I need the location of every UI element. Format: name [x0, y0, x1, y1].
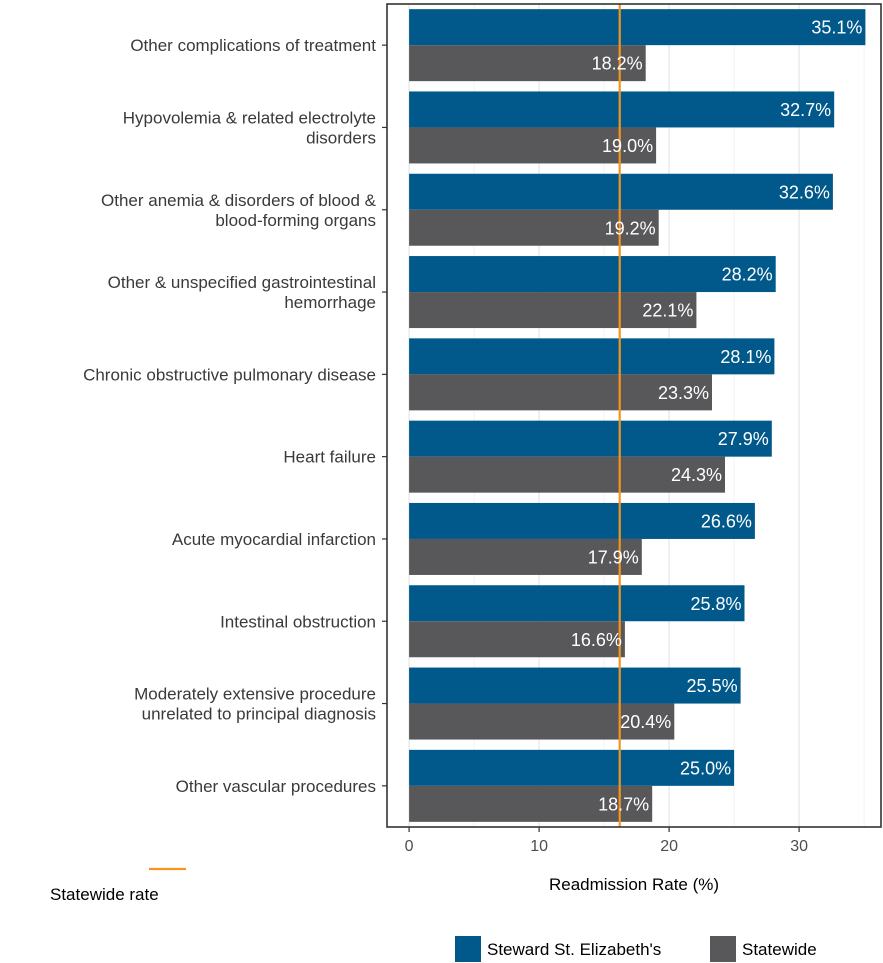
- bar-hospital: [409, 502, 755, 539]
- data-label: 23.3%: [658, 383, 709, 403]
- category-label: disorders: [306, 128, 376, 147]
- category-label: Intestinal obstruction: [220, 612, 376, 631]
- bar-statewide: [409, 538, 642, 575]
- legend-swatch: [710, 936, 736, 962]
- data-label: 16.6%: [571, 630, 622, 650]
- data-label: 25.0%: [680, 758, 731, 778]
- bar-statewide: [409, 374, 712, 411]
- bar-hospital: [409, 173, 833, 210]
- reference-legend-label: Statewide rate: [50, 885, 159, 904]
- bar-statewide: [409, 703, 675, 740]
- bar-hospital: [409, 667, 741, 704]
- bar-statewide: [409, 621, 625, 658]
- legend: Steward St. Elizabeth's Statewide: [455, 936, 817, 962]
- category-label: Chronic obstructive pulmonary disease: [83, 365, 376, 384]
- x-axis-title: Readmission Rate (%): [549, 875, 719, 894]
- data-label: 17.9%: [588, 547, 639, 567]
- bars: [409, 9, 866, 822]
- legend-label: Statewide: [742, 940, 817, 959]
- category-label: Moderately extensive procedure: [134, 685, 376, 704]
- bar-hospital: [409, 338, 775, 375]
- category-label: unrelated to principal diagnosis: [142, 705, 376, 724]
- category-label: Acute myocardial infarction: [172, 530, 376, 549]
- bar-hospital: [409, 256, 776, 293]
- legend-swatch: [455, 936, 481, 962]
- category-label: hemorrhage: [284, 293, 376, 312]
- category-label: Other anemia & disorders of blood &: [101, 191, 377, 210]
- category-label: Other complications of treatment: [130, 36, 376, 55]
- data-label: 32.7%: [780, 100, 831, 120]
- bar-hospital: [409, 585, 745, 622]
- bar-statewide: [409, 456, 725, 493]
- x-tick-label: 10: [530, 838, 548, 855]
- data-label: 28.2%: [722, 265, 773, 285]
- legend-label: Steward St. Elizabeth's: [487, 940, 661, 959]
- category-label: Hypovolemia & related electrolyte: [123, 108, 376, 127]
- bar-hospital: [409, 9, 866, 46]
- category-label: Other vascular procedures: [176, 777, 376, 796]
- data-label: 18.2%: [592, 54, 643, 74]
- data-label: 22.1%: [642, 301, 693, 321]
- data-label: 26.6%: [701, 511, 752, 531]
- x-axis-ticks: 0 10 20 30: [405, 827, 808, 855]
- data-label: 19.2%: [605, 218, 656, 238]
- data-label: 25.8%: [690, 594, 741, 614]
- x-tick-label: 0: [405, 838, 414, 855]
- data-label: 35.1%: [811, 18, 862, 38]
- x-tick-label: 30: [790, 838, 808, 855]
- data-label: 19.0%: [602, 136, 653, 156]
- bar-hospital: [409, 91, 835, 128]
- x-tick-label: 20: [660, 838, 678, 855]
- panel-border: [386, 3, 882, 828]
- data-label: 20.4%: [620, 712, 671, 732]
- bar-statewide: [409, 45, 646, 82]
- data-label: 24.3%: [671, 465, 722, 485]
- data-label: 27.9%: [718, 429, 769, 449]
- axes: [382, 3, 882, 828]
- data-label: 18.7%: [598, 794, 649, 814]
- category-labels: Other complications of treatment Hypovole…: [83, 36, 377, 796]
- bar-statewide: [409, 785, 653, 822]
- data-label: 28.1%: [720, 347, 771, 367]
- reference-line-legend: Statewide rate: [50, 867, 186, 904]
- bar-statewide: [409, 292, 697, 329]
- bar-hospital: [409, 749, 735, 786]
- bar-statewide: [409, 209, 659, 246]
- data-label: 32.6%: [779, 182, 830, 202]
- category-label: blood-forming organs: [215, 211, 376, 230]
- bar-hospital: [409, 420, 772, 457]
- data-label: 25.5%: [687, 676, 738, 696]
- category-label: Heart failure: [283, 448, 376, 467]
- bar-statewide: [409, 127, 657, 164]
- bar-labels: 35.1% 18.2% 32.7% 19.0% 32.6% 19.2% 28.2% 22.1%…: [571, 18, 863, 815]
- category-label: Other & unspecified gastrointestinal: [108, 273, 376, 292]
